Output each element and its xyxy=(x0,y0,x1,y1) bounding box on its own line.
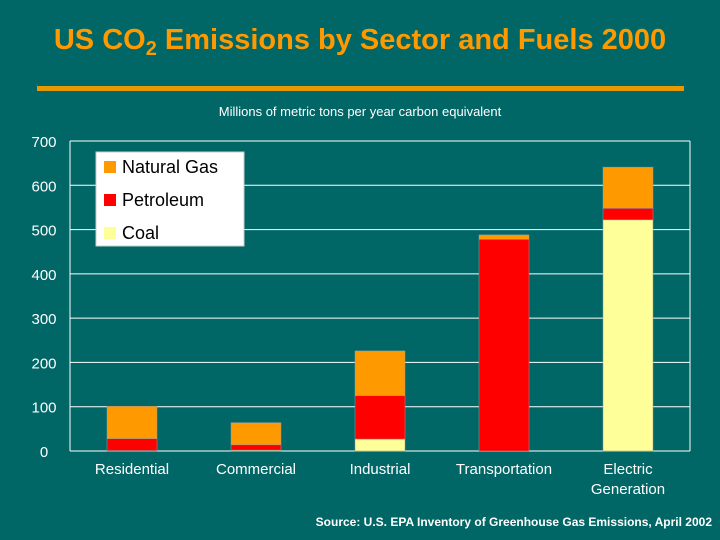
y-tick-label: 500 xyxy=(31,223,56,240)
legend-box xyxy=(95,151,245,247)
legend-label-coal: Coal xyxy=(122,223,159,243)
title-prefix: US CO xyxy=(53,24,146,56)
bar-commercial-natural-gas xyxy=(230,422,282,446)
bar-industrial-petroleum xyxy=(354,395,406,440)
bar-residential-petroleum xyxy=(106,438,158,451)
y-tick-label: 600 xyxy=(31,178,56,195)
y-tick-label: 300 xyxy=(31,311,56,328)
bar-electric-generation-natural-gas xyxy=(602,166,654,209)
y-tick-label: 700 xyxy=(31,134,56,151)
bar-industrial-natural-gas xyxy=(354,350,406,396)
chart-subtitle: Millions of metric tons per year carbon … xyxy=(219,104,502,119)
title-subscript: 2 xyxy=(145,38,157,60)
legend-label-petroleum: Petroleum xyxy=(122,190,204,210)
bar-electric-generation-petroleum xyxy=(602,208,654,221)
bar-industrial-coal xyxy=(354,438,406,452)
legend-swatch-coal xyxy=(104,227,116,239)
x-tick-label: Generation xyxy=(591,481,665,498)
bar-electric-generation-coal xyxy=(602,219,654,452)
chart-title: US CO2 Emissions by Sector and Fuels 200… xyxy=(0,24,720,61)
title-underline xyxy=(37,86,684,91)
bar-residential-natural-gas xyxy=(106,406,158,439)
x-tick-label: Electric xyxy=(603,461,653,478)
y-tick-label: 0 xyxy=(40,444,48,461)
legend-swatch-petroleum xyxy=(104,194,116,206)
y-tick-label: 400 xyxy=(31,267,56,284)
x-tick-label: Residential xyxy=(95,461,169,478)
bar-commercial-petroleum xyxy=(230,444,282,451)
x-tick-label: Industrial xyxy=(350,461,411,478)
bar-transportation-petroleum xyxy=(478,239,530,452)
title-suffix: Emissions by Sector and Fuels 2000 xyxy=(156,24,667,56)
y-tick-label: 100 xyxy=(31,400,56,417)
x-tick-label: Transportation xyxy=(456,461,552,478)
legend-label-natural-gas: Natural Gas xyxy=(122,157,218,177)
bar-transportation-natural-gas xyxy=(478,234,530,240)
source-note: Source: U.S. EPA Inventory of Greenhouse… xyxy=(315,515,712,529)
y-tick-label: 200 xyxy=(31,355,56,372)
x-tick-label: Commercial xyxy=(216,461,296,478)
legend-swatch-natural-gas xyxy=(104,161,116,173)
